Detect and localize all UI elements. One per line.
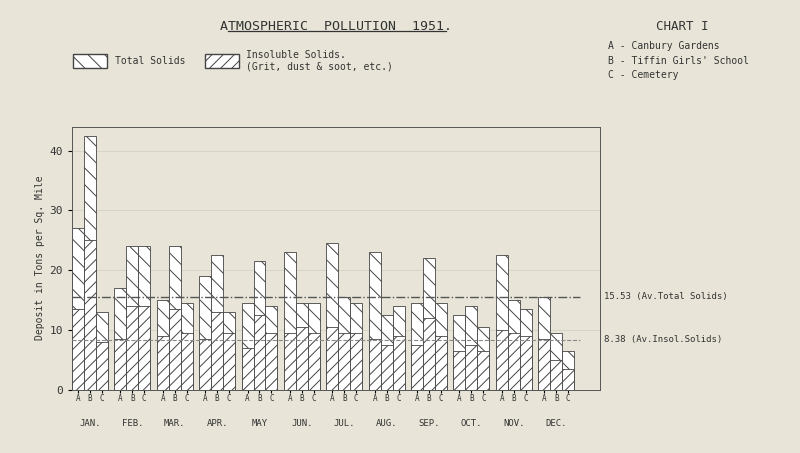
- Bar: [466, 306, 478, 390]
- Bar: [423, 258, 435, 390]
- Bar: [538, 339, 550, 390]
- Bar: [254, 261, 266, 390]
- Bar: [454, 351, 466, 390]
- Bar: [326, 243, 338, 390]
- Bar: [369, 339, 381, 390]
- Bar: [254, 315, 266, 390]
- Bar: [242, 303, 254, 390]
- Text: JUL.: JUL.: [334, 419, 355, 428]
- Bar: [114, 339, 126, 390]
- Bar: [96, 312, 108, 390]
- Bar: [84, 240, 96, 390]
- Bar: [308, 333, 320, 390]
- Bar: [393, 336, 405, 390]
- Bar: [242, 348, 254, 390]
- Text: DEC.: DEC.: [546, 419, 567, 428]
- Bar: [350, 333, 362, 390]
- Bar: [169, 309, 181, 390]
- Bar: [508, 333, 520, 390]
- Bar: [284, 333, 296, 390]
- Bar: [520, 309, 532, 390]
- Bar: [393, 306, 405, 390]
- Bar: [550, 360, 562, 390]
- Bar: [199, 276, 211, 390]
- Bar: [223, 333, 235, 390]
- Bar: [478, 351, 490, 390]
- Text: SEP.: SEP.: [418, 419, 440, 428]
- Bar: [169, 246, 181, 390]
- Bar: [308, 303, 320, 390]
- Bar: [520, 336, 532, 390]
- Bar: [478, 327, 490, 390]
- Bar: [126, 246, 138, 390]
- Text: OCT.: OCT.: [461, 419, 482, 428]
- Text: JAN.: JAN.: [79, 419, 101, 428]
- Bar: [181, 333, 193, 390]
- Bar: [435, 336, 447, 390]
- Bar: [199, 339, 211, 390]
- Text: JUN.: JUN.: [291, 419, 313, 428]
- Bar: [435, 303, 447, 390]
- Y-axis label: Deposit in Tons per Sq. Mile: Deposit in Tons per Sq. Mile: [35, 176, 46, 341]
- Text: FEB.: FEB.: [122, 419, 143, 428]
- Bar: [223, 312, 235, 390]
- Bar: [114, 288, 126, 390]
- Bar: [96, 342, 108, 390]
- Bar: [126, 306, 138, 390]
- Bar: [157, 300, 169, 390]
- Bar: [411, 303, 423, 390]
- Bar: [157, 336, 169, 390]
- Bar: [296, 303, 308, 390]
- Bar: [550, 333, 562, 390]
- Bar: [562, 369, 574, 390]
- Text: NOV.: NOV.: [503, 419, 525, 428]
- Bar: [338, 333, 350, 390]
- Text: MAY: MAY: [251, 419, 267, 428]
- Text: CHART I: CHART I: [656, 20, 709, 34]
- Bar: [84, 136, 96, 390]
- Text: 8.38 (Av.Insol.Solids): 8.38 (Av.Insol.Solids): [604, 335, 722, 344]
- Text: MAR.: MAR.: [164, 419, 186, 428]
- Bar: [411, 345, 423, 390]
- Bar: [211, 312, 223, 390]
- Bar: [466, 345, 478, 390]
- Bar: [266, 333, 278, 390]
- Bar: [326, 327, 338, 390]
- Text: APR.: APR.: [206, 419, 228, 428]
- Bar: [211, 255, 223, 390]
- Text: AUG.: AUG.: [376, 419, 398, 428]
- Bar: [369, 252, 381, 390]
- Bar: [423, 318, 435, 390]
- Bar: [266, 306, 278, 390]
- Text: 15.53 (Av.Total Solids): 15.53 (Av.Total Solids): [604, 292, 728, 301]
- Bar: [496, 255, 508, 390]
- Bar: [562, 351, 574, 390]
- Bar: [138, 306, 150, 390]
- Bar: [181, 303, 193, 390]
- Bar: [284, 252, 296, 390]
- Bar: [496, 330, 508, 390]
- Bar: [72, 228, 84, 390]
- Bar: [296, 327, 308, 390]
- Text: ATMOSPHERIC  POLLUTION  1951.: ATMOSPHERIC POLLUTION 1951.: [220, 20, 452, 34]
- Bar: [350, 303, 362, 390]
- Bar: [381, 345, 393, 390]
- Bar: [508, 300, 520, 390]
- Bar: [538, 297, 550, 390]
- Bar: [72, 309, 84, 390]
- Legend: Total Solids, Insoluble Solids.
(Grit, dust & soot, etc.): Total Solids, Insoluble Solids. (Grit, d…: [69, 46, 397, 75]
- Bar: [338, 297, 350, 390]
- Text: A - Canbury Gardens
B - Tiffin Girls' School
C - Cemetery: A - Canbury Gardens B - Tiffin Girls' Sc…: [608, 41, 749, 80]
- Bar: [381, 315, 393, 390]
- Bar: [138, 246, 150, 390]
- Bar: [454, 315, 466, 390]
